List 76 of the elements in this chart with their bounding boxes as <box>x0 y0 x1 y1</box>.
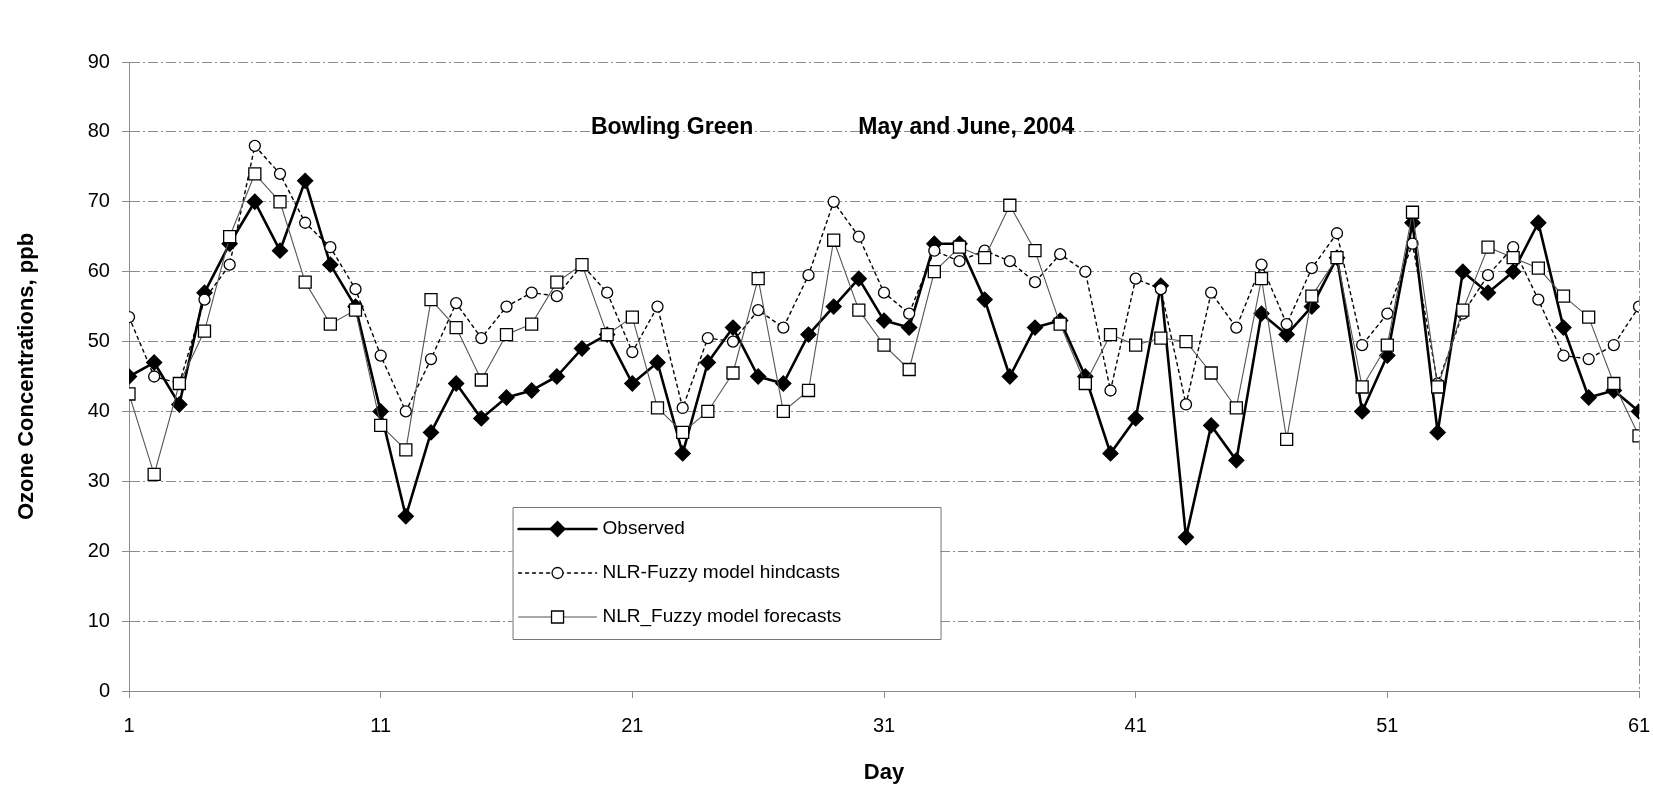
point <box>299 216 312 229</box>
y-tick-label: 30 <box>87 468 110 491</box>
point <box>1582 352 1595 366</box>
point <box>424 352 438 366</box>
point <box>726 335 740 348</box>
x-tick-label: 41 <box>1124 713 1147 736</box>
x-tick-label: 1 <box>123 713 135 736</box>
point <box>1104 384 1117 397</box>
point <box>1179 398 1193 411</box>
point <box>525 286 538 299</box>
point <box>324 241 337 254</box>
point <box>1330 227 1344 240</box>
point <box>1003 255 1016 268</box>
point <box>953 255 966 268</box>
point <box>1481 269 1495 282</box>
y-tick-label: 20 <box>87 538 110 561</box>
x-tick-label: 11 <box>370 713 392 736</box>
y-tick-label: 60 <box>87 259 110 282</box>
point <box>1607 338 1620 352</box>
point <box>626 345 639 359</box>
point <box>676 401 689 415</box>
point <box>877 286 891 299</box>
point <box>1230 321 1243 334</box>
point <box>601 286 614 299</box>
point <box>903 307 916 320</box>
point <box>349 282 362 296</box>
point <box>928 244 941 257</box>
y-axis-title: Ozone Concentrations, ppb <box>13 232 39 521</box>
point <box>1079 265 1092 278</box>
point <box>852 230 865 243</box>
point <box>223 258 236 271</box>
point <box>1205 286 1218 299</box>
point <box>500 300 513 313</box>
point <box>273 167 287 180</box>
point <box>827 195 840 208</box>
point <box>550 289 563 303</box>
point <box>198 293 211 306</box>
point <box>1028 276 1042 289</box>
legend-label: NLR-Fuzzy model hindcasts <box>602 561 841 583</box>
y-tick-label: 40 <box>87 398 110 421</box>
x-tick-label: 21 <box>621 713 644 736</box>
point <box>651 300 664 313</box>
point <box>1381 307 1394 320</box>
point <box>1305 262 1318 275</box>
point <box>802 269 815 282</box>
x-tick-label: 51 <box>1376 713 1399 736</box>
point <box>1356 338 1369 352</box>
point <box>399 405 412 418</box>
y-tick-label: 0 <box>98 678 110 701</box>
x-tick-label: 31 <box>872 713 896 736</box>
point <box>450 296 463 310</box>
point <box>752 303 765 317</box>
point <box>1255 258 1268 271</box>
point <box>777 321 790 334</box>
point <box>1054 248 1067 261</box>
point <box>701 331 714 345</box>
y-tick-label: 90 <box>87 49 110 72</box>
x-tick-label: 61 <box>1627 713 1651 736</box>
point <box>1557 349 1570 362</box>
y-tick-label: 50 <box>87 329 110 352</box>
point <box>1532 293 1545 306</box>
point <box>374 349 387 362</box>
legend-label: NLR_Fuzzy model forecasts <box>602 605 842 628</box>
y-tick-label: 80 <box>87 119 110 142</box>
y-tick-label: 10 <box>87 608 110 631</box>
text: May and June, 2004 <box>858 113 1075 140</box>
x-axis-title: Day <box>863 758 905 784</box>
point <box>1280 317 1293 331</box>
point <box>148 370 161 383</box>
point <box>248 139 261 153</box>
y-tick-label: 70 <box>87 189 110 212</box>
point <box>475 331 488 345</box>
point <box>1154 282 1167 296</box>
point <box>1129 272 1142 285</box>
legend-label: Observed <box>602 517 685 539</box>
text: Bowling Green <box>590 113 754 140</box>
